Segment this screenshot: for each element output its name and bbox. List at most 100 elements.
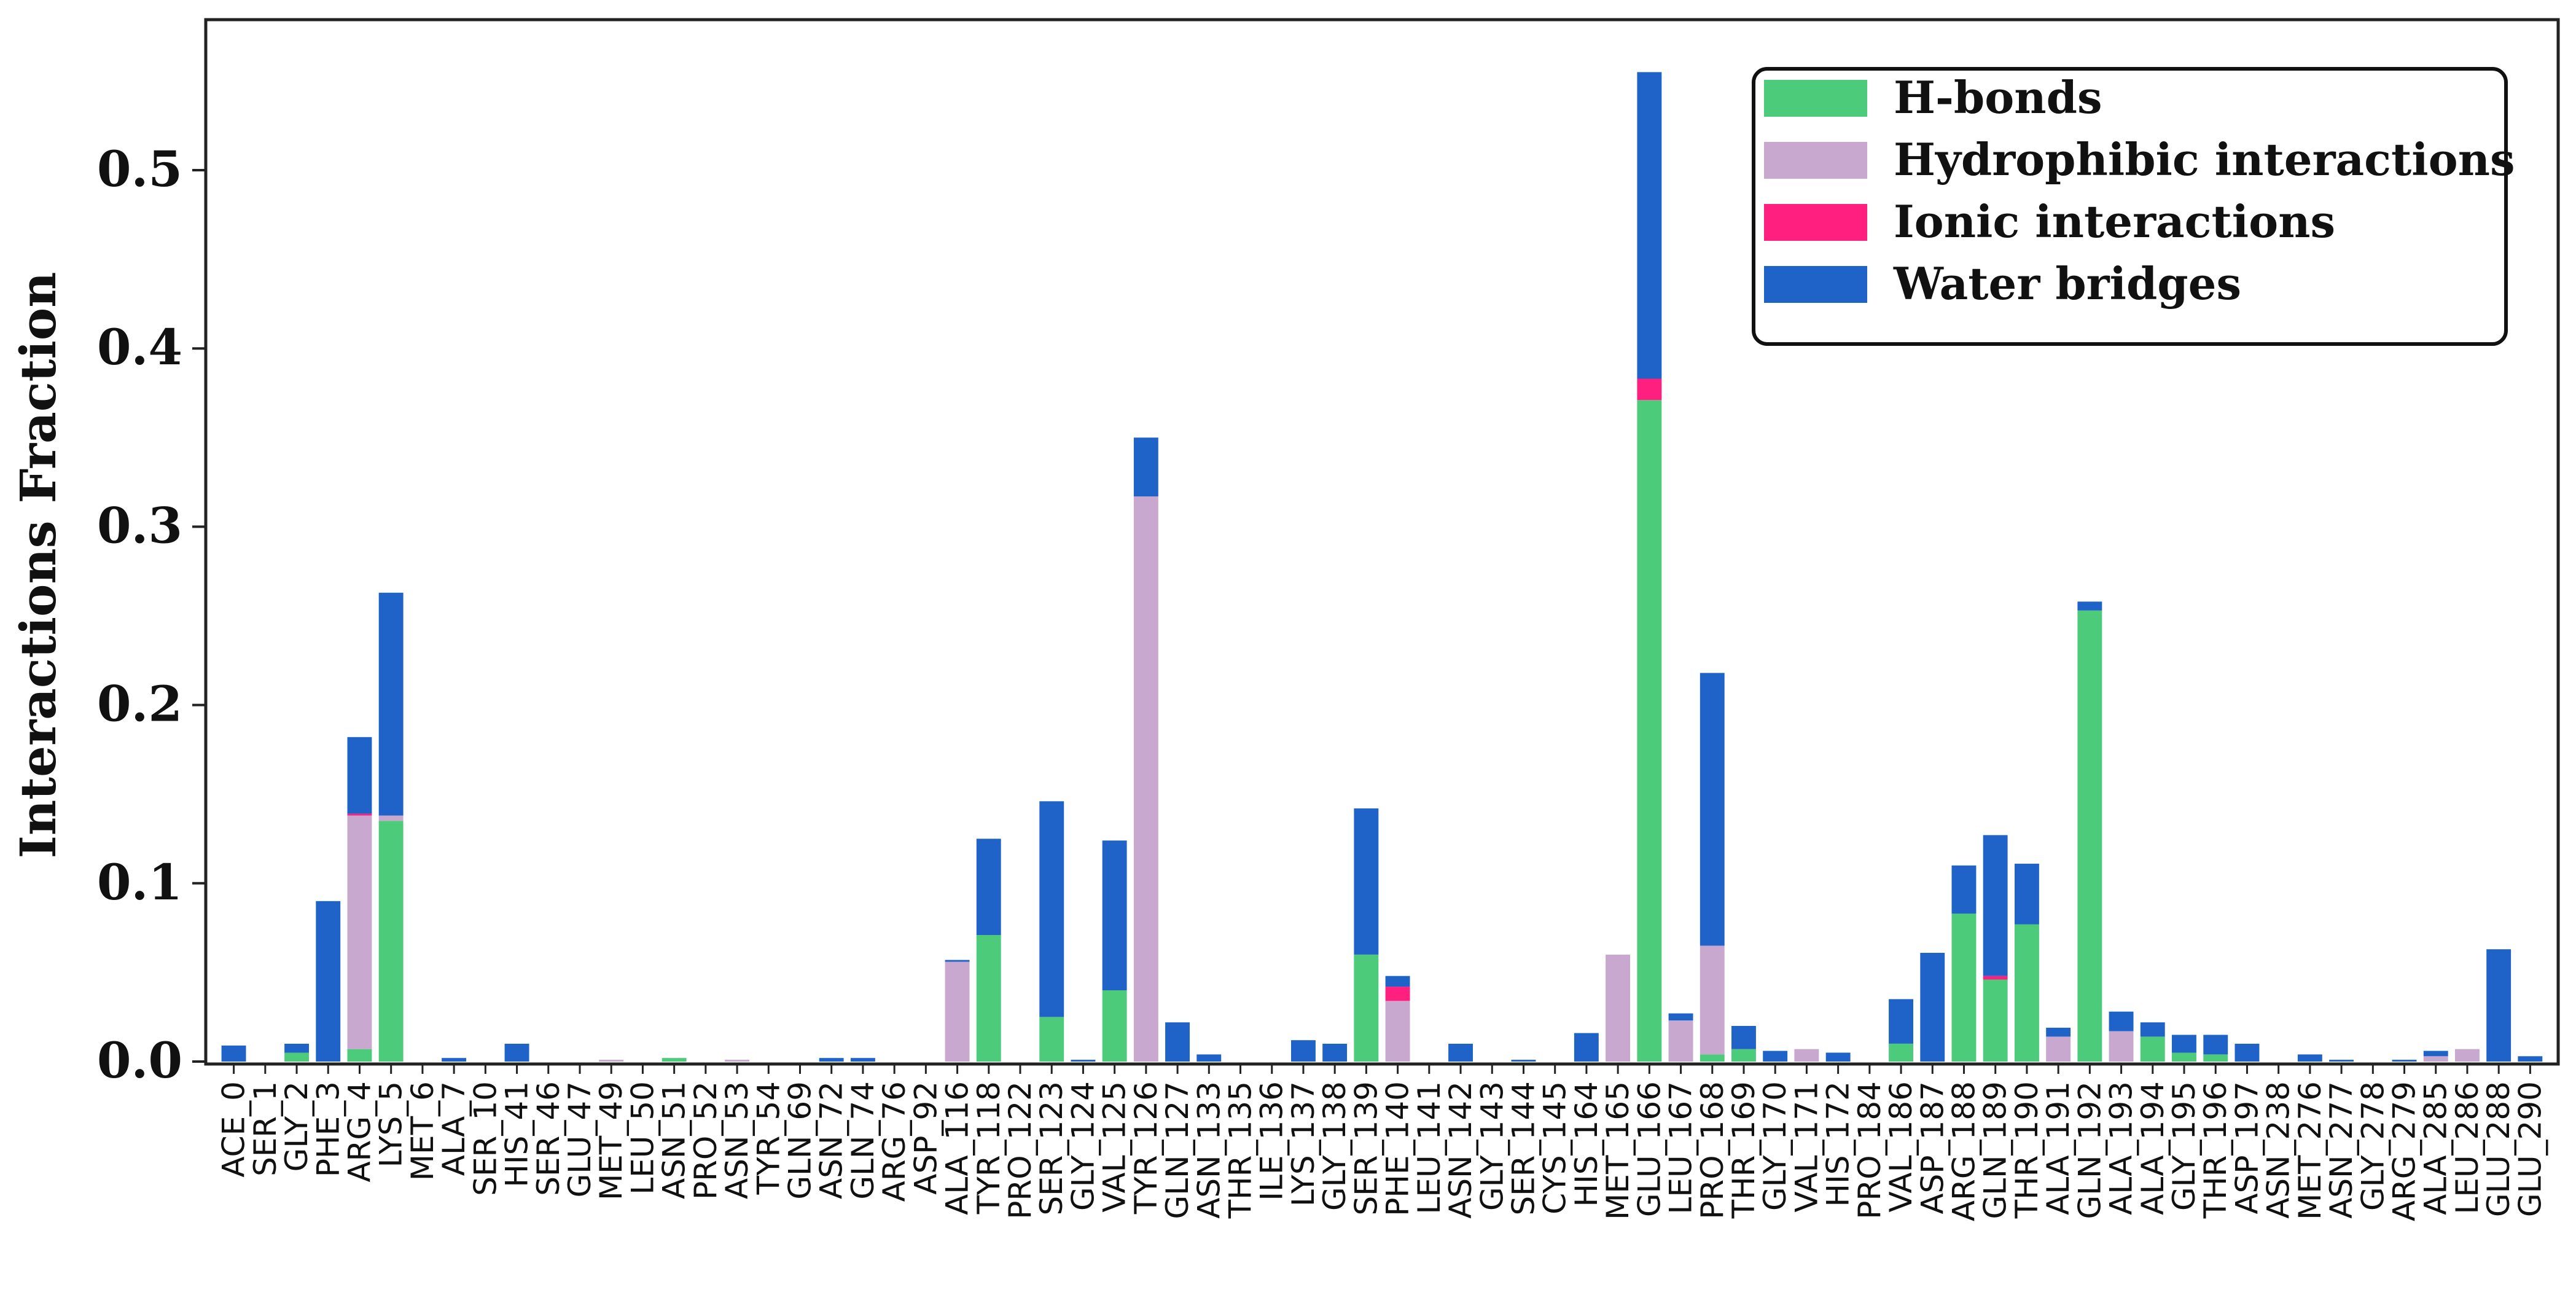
bar-water-bridges-glu-290 xyxy=(2518,1056,2543,1062)
x-tick-label: GLN_69 xyxy=(783,1081,818,1200)
x-tick-label: GLU_290 xyxy=(2512,1081,2548,1217)
x-tick-label: CYS_145 xyxy=(1537,1081,1573,1215)
x-tick-label: LEU_141 xyxy=(1411,1081,1447,1214)
x-tick-label: ASN_53 xyxy=(719,1081,755,1199)
legend-label: Ionic interactions xyxy=(1894,195,2335,248)
x-tick-label: GLY_143 xyxy=(1474,1081,1510,1211)
bar-h-bonds-gly-195 xyxy=(2172,1052,2196,1062)
bar-water-bridges-thr-196 xyxy=(2203,1035,2228,1055)
x-tick-label: GLY_278 xyxy=(2355,1081,2391,1211)
bar-water-bridges-val-125 xyxy=(1102,840,1127,990)
x-tick-label: GLU_288 xyxy=(2481,1081,2516,1217)
bar-h-bonds-tyr-118 xyxy=(976,935,1001,1062)
bar-h-bonds-val-125 xyxy=(1102,990,1127,1062)
bar-hydrophibic-interactions-phe-140 xyxy=(1385,1001,1410,1062)
bar-water-bridges-gln-127 xyxy=(1165,1022,1190,1062)
bar-water-bridges-met-276 xyxy=(2297,1054,2322,1062)
bar-water-bridges-thr-169 xyxy=(1731,1026,1756,1049)
bar-water-bridges-gln-189 xyxy=(1983,835,2008,976)
x-ticks: ACE_0SER_1GLY_2PHE_3ARG_4LYS_5MET_6ALA_7… xyxy=(216,1064,2548,1221)
bar-hydrophibic-interactions-asn-53 xyxy=(725,1060,749,1062)
x-tick-label: ASN_142 xyxy=(1443,1081,1478,1219)
bar-water-bridges-asp-197 xyxy=(2234,1044,2260,1062)
bar-hydrophibic-interactions-val-171 xyxy=(1794,1049,1819,1062)
bar-water-bridges-ser-144 xyxy=(1511,1060,1536,1062)
bar-ionic-interactions-phe-140 xyxy=(1385,987,1410,1001)
bar-hydrophibic-interactions-met-49 xyxy=(599,1060,624,1062)
x-tick-label: ASP_197 xyxy=(2229,1081,2265,1215)
x-tick-label: ASP_92 xyxy=(908,1081,943,1195)
bar-h-bonds-val-186 xyxy=(1889,1044,1913,1062)
bar-ionic-interactions-gln-189 xyxy=(1983,976,2008,980)
x-tick-label: PRO_52 xyxy=(688,1081,724,1200)
bar-hydrophibic-interactions-met-165 xyxy=(1606,954,1630,1062)
x-tick-label: LEU_167 xyxy=(1663,1081,1699,1214)
x-tick-label: HIS_164 xyxy=(1569,1081,1604,1207)
bar-h-bonds-gly-2 xyxy=(284,1052,309,1062)
bar-water-bridges-asn-277 xyxy=(2329,1060,2354,1062)
bar-hydrophibic-interactions-ala-193 xyxy=(2109,1031,2134,1062)
bar-hydrophibic-interactions-tyr-126 xyxy=(1133,496,1158,1062)
bar-water-bridges-ala-193 xyxy=(2109,1011,2134,1031)
y-ticks: 0.0 0.1 0.2 0.3 0.4 0.5 xyxy=(97,140,206,1089)
x-tick-label: SER_123 xyxy=(1034,1081,1069,1216)
bar-hydrophibic-interactions-leu-286 xyxy=(2455,1049,2480,1062)
bar-water-bridges-lys-137 xyxy=(1291,1040,1316,1062)
x-tick-label: ASP_187 xyxy=(1914,1081,1950,1215)
x-tick-label: THR_196 xyxy=(2198,1081,2233,1219)
bar-h-bonds-glu-166 xyxy=(1637,400,1662,1062)
x-tick-label: ARG_188 xyxy=(1946,1081,1982,1221)
bar-h-bonds-thr-190 xyxy=(2015,924,2039,1062)
bar-h-bonds-arg-4 xyxy=(347,1049,372,1062)
x-tick-label: LEU_286 xyxy=(2449,1081,2485,1214)
x-tick-label: ILE_136 xyxy=(1254,1081,1290,1201)
bar-water-bridges-ala-191 xyxy=(2046,1027,2071,1037)
x-tick-label: ARG_279 xyxy=(2387,1081,2422,1221)
bar-water-bridges-leu-167 xyxy=(1668,1013,1693,1021)
bar-ionic-interactions-arg-4 xyxy=(347,813,372,816)
x-tick-label: ARG_4 xyxy=(342,1081,377,1183)
bar-water-bridges-pro-168 xyxy=(1700,673,1725,946)
x-tick-label: ASN_238 xyxy=(2261,1081,2297,1219)
x-tick-label: ASN_277 xyxy=(2324,1081,2359,1219)
bar-water-bridges-his-41 xyxy=(504,1044,529,1062)
bar-ionic-interactions-glu-166 xyxy=(1637,378,1662,401)
bar-h-bonds-gln-189 xyxy=(1983,979,2008,1062)
bar-water-bridges-thr-190 xyxy=(2015,863,2039,925)
x-tick-label: GLN_127 xyxy=(1160,1081,1195,1219)
x-tick-label: ALA_191 xyxy=(2040,1081,2076,1215)
bar-hydrophibic-interactions-ala-285 xyxy=(2423,1056,2448,1062)
x-tick-label: PRO_122 xyxy=(1002,1081,1038,1219)
x-tick-label: HIS_41 xyxy=(499,1081,535,1187)
bar-h-bonds-ser-139 xyxy=(1354,954,1379,1062)
bar-water-bridges-gln-192 xyxy=(2077,601,2102,611)
bar-h-bonds-pro-168 xyxy=(1700,1054,1725,1062)
bar-h-bonds-thr-169 xyxy=(1731,1049,1756,1062)
y-tick-label: 0.3 xyxy=(97,496,182,554)
bar-hydrophibic-interactions-lys-5 xyxy=(378,815,404,821)
bar-water-bridges-phe-140 xyxy=(1385,976,1410,987)
bar-water-bridges-his-172 xyxy=(1825,1052,1851,1062)
x-tick-label: SER_1 xyxy=(248,1081,283,1176)
legend-label: Water bridges xyxy=(1893,257,2241,310)
bar-water-bridges-val-186 xyxy=(1889,999,1913,1044)
bar-water-bridges-asp-187 xyxy=(1920,953,1945,1062)
x-tick-label: MET_276 xyxy=(2292,1081,2328,1220)
bar-water-bridges-glu-288 xyxy=(2486,949,2512,1062)
bar-water-bridges-asn-72 xyxy=(819,1058,844,1062)
x-tick-label: GLY_170 xyxy=(1757,1081,1793,1211)
bar-water-bridges-arg-4 xyxy=(347,737,372,814)
bar-h-bonds-thr-196 xyxy=(2203,1054,2228,1062)
y-axis-label: Interactions Fraction xyxy=(9,272,67,859)
x-tick-label: MET_165 xyxy=(1600,1081,1636,1220)
legend-swatch xyxy=(1764,266,1867,303)
x-tick-label: PRO_184 xyxy=(1852,1081,1887,1219)
x-tick-label: GLU_47 xyxy=(562,1081,598,1197)
x-tick-label: THR_169 xyxy=(1726,1081,1762,1219)
x-tick-label: SER_46 xyxy=(531,1081,566,1196)
x-tick-label: VAL_125 xyxy=(1097,1081,1133,1213)
y-tick-label: 0.5 xyxy=(97,140,182,198)
bar-water-bridges-gly-138 xyxy=(1322,1044,1348,1062)
